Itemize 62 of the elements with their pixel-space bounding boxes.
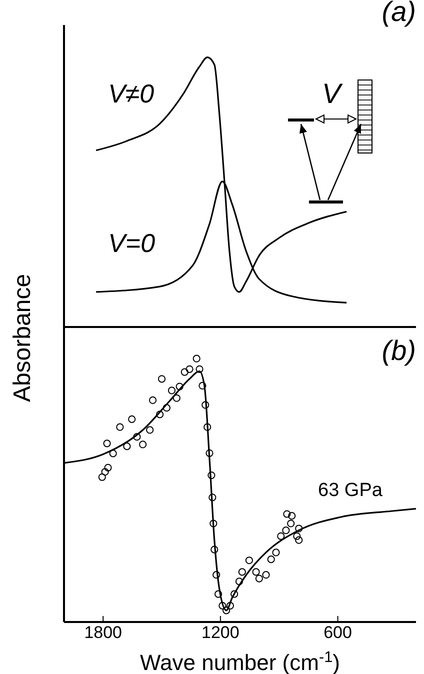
- x-tick-label: 600: [324, 623, 352, 642]
- chart-title: (b): [382, 335, 416, 367]
- point: [172, 394, 180, 402]
- point: [295, 536, 303, 544]
- point: [98, 473, 106, 481]
- annotation: V: [322, 78, 341, 110]
- point: [230, 590, 238, 598]
- point: [206, 449, 214, 457]
- point: [148, 396, 157, 404]
- point: [214, 590, 222, 598]
- point: [255, 574, 263, 582]
- point: [287, 520, 295, 528]
- point: [180, 368, 188, 376]
- point: [288, 512, 296, 520]
- point: [235, 578, 244, 586]
- point: [198, 382, 206, 390]
- point: [176, 382, 184, 390]
- point: [262, 571, 270, 579]
- point: [156, 410, 164, 418]
- point: [208, 494, 216, 502]
- point: [277, 532, 285, 540]
- point: [196, 365, 204, 373]
- point: [218, 602, 226, 610]
- point: [128, 415, 136, 423]
- chart-title: (a): [382, 0, 416, 28]
- point: [208, 471, 216, 480]
- point: [123, 442, 131, 450]
- point: [186, 365, 194, 373]
- point: [210, 546, 218, 554]
- point: [101, 468, 109, 476]
- point: [212, 571, 220, 579]
- y-axis-title: Absorbance: [9, 274, 36, 402]
- point: [295, 524, 303, 532]
- point: [222, 606, 230, 614]
- series-label: V≠0: [108, 78, 155, 108]
- x-tick-label: 1800: [84, 623, 122, 642]
- point: [103, 440, 111, 448]
- point: [158, 375, 166, 383]
- point: [104, 464, 112, 472]
- point: [283, 510, 291, 518]
- point: [204, 423, 212, 431]
- point: [238, 568, 246, 576]
- point: [146, 426, 154, 434]
- point: [133, 433, 141, 441]
- point: [226, 602, 234, 610]
- point: [162, 404, 170, 412]
- point: [252, 568, 260, 576]
- point: [267, 556, 275, 564]
- point: [139, 440, 147, 448]
- point: [282, 526, 290, 534]
- point: [272, 548, 280, 556]
- point: [116, 423, 124, 431]
- series-label: V=0: [108, 228, 156, 258]
- x-tick-label: 1200: [202, 623, 240, 642]
- point: [109, 450, 117, 458]
- point: [293, 532, 301, 540]
- annotation: 63 GPa: [318, 480, 382, 502]
- point: [202, 401, 210, 409]
- point: [210, 520, 218, 528]
- point: [168, 386, 176, 394]
- point: [192, 354, 200, 362]
- point: [245, 556, 253, 564]
